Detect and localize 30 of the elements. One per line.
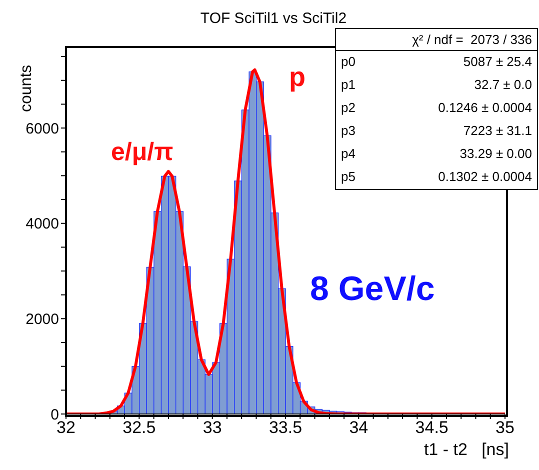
- x-tick-label: 34.5: [415, 418, 448, 438]
- annotation: χ² / ndf = 2073 / 336: [412, 32, 532, 47]
- y-tick-label: 6000: [26, 120, 59, 138]
- x-tick-label: 33.5: [268, 418, 302, 438]
- y-axis-title: counts: [18, 64, 35, 112]
- x-tick-label: 35: [496, 418, 514, 438]
- x-tick-label: 33: [202, 418, 222, 438]
- annotation: e/μ/π: [111, 138, 174, 166]
- x-tick-label: 34: [349, 418, 368, 438]
- annotation: 0.1302 ± 0.0004: [438, 169, 532, 184]
- annotation: p5: [341, 169, 356, 184]
- annotation: p0: [341, 54, 356, 69]
- chart-title: TOF SciTil1 vs SciTil2: [200, 10, 347, 27]
- annotation: 32.7 ± 0.0: [474, 77, 532, 92]
- annotation: p: [289, 62, 306, 92]
- y-tick-label: 0: [50, 406, 59, 424]
- annotation: p2: [341, 100, 356, 115]
- annotation: 5087 ± 25.4: [463, 54, 532, 69]
- annotation: 8 GeV/c: [310, 270, 435, 308]
- annotation: 7223 ± 31.1: [463, 123, 532, 138]
- annotation: 33.29 ± 0.00: [460, 146, 532, 161]
- y-tick-label: 2000: [26, 311, 59, 328]
- y-tick-label: 4000: [26, 216, 59, 233]
- x-axis-title: t1 - t2 [ns]: [424, 440, 509, 459]
- x-tick-label: 32: [56, 418, 76, 438]
- annotation: 0.1246 ± 0.0004: [438, 100, 532, 115]
- x-tick-label: 32.5: [122, 418, 156, 438]
- annotation: p3: [341, 123, 356, 138]
- annotation: p1: [341, 77, 356, 92]
- annotation: p4: [341, 146, 356, 161]
